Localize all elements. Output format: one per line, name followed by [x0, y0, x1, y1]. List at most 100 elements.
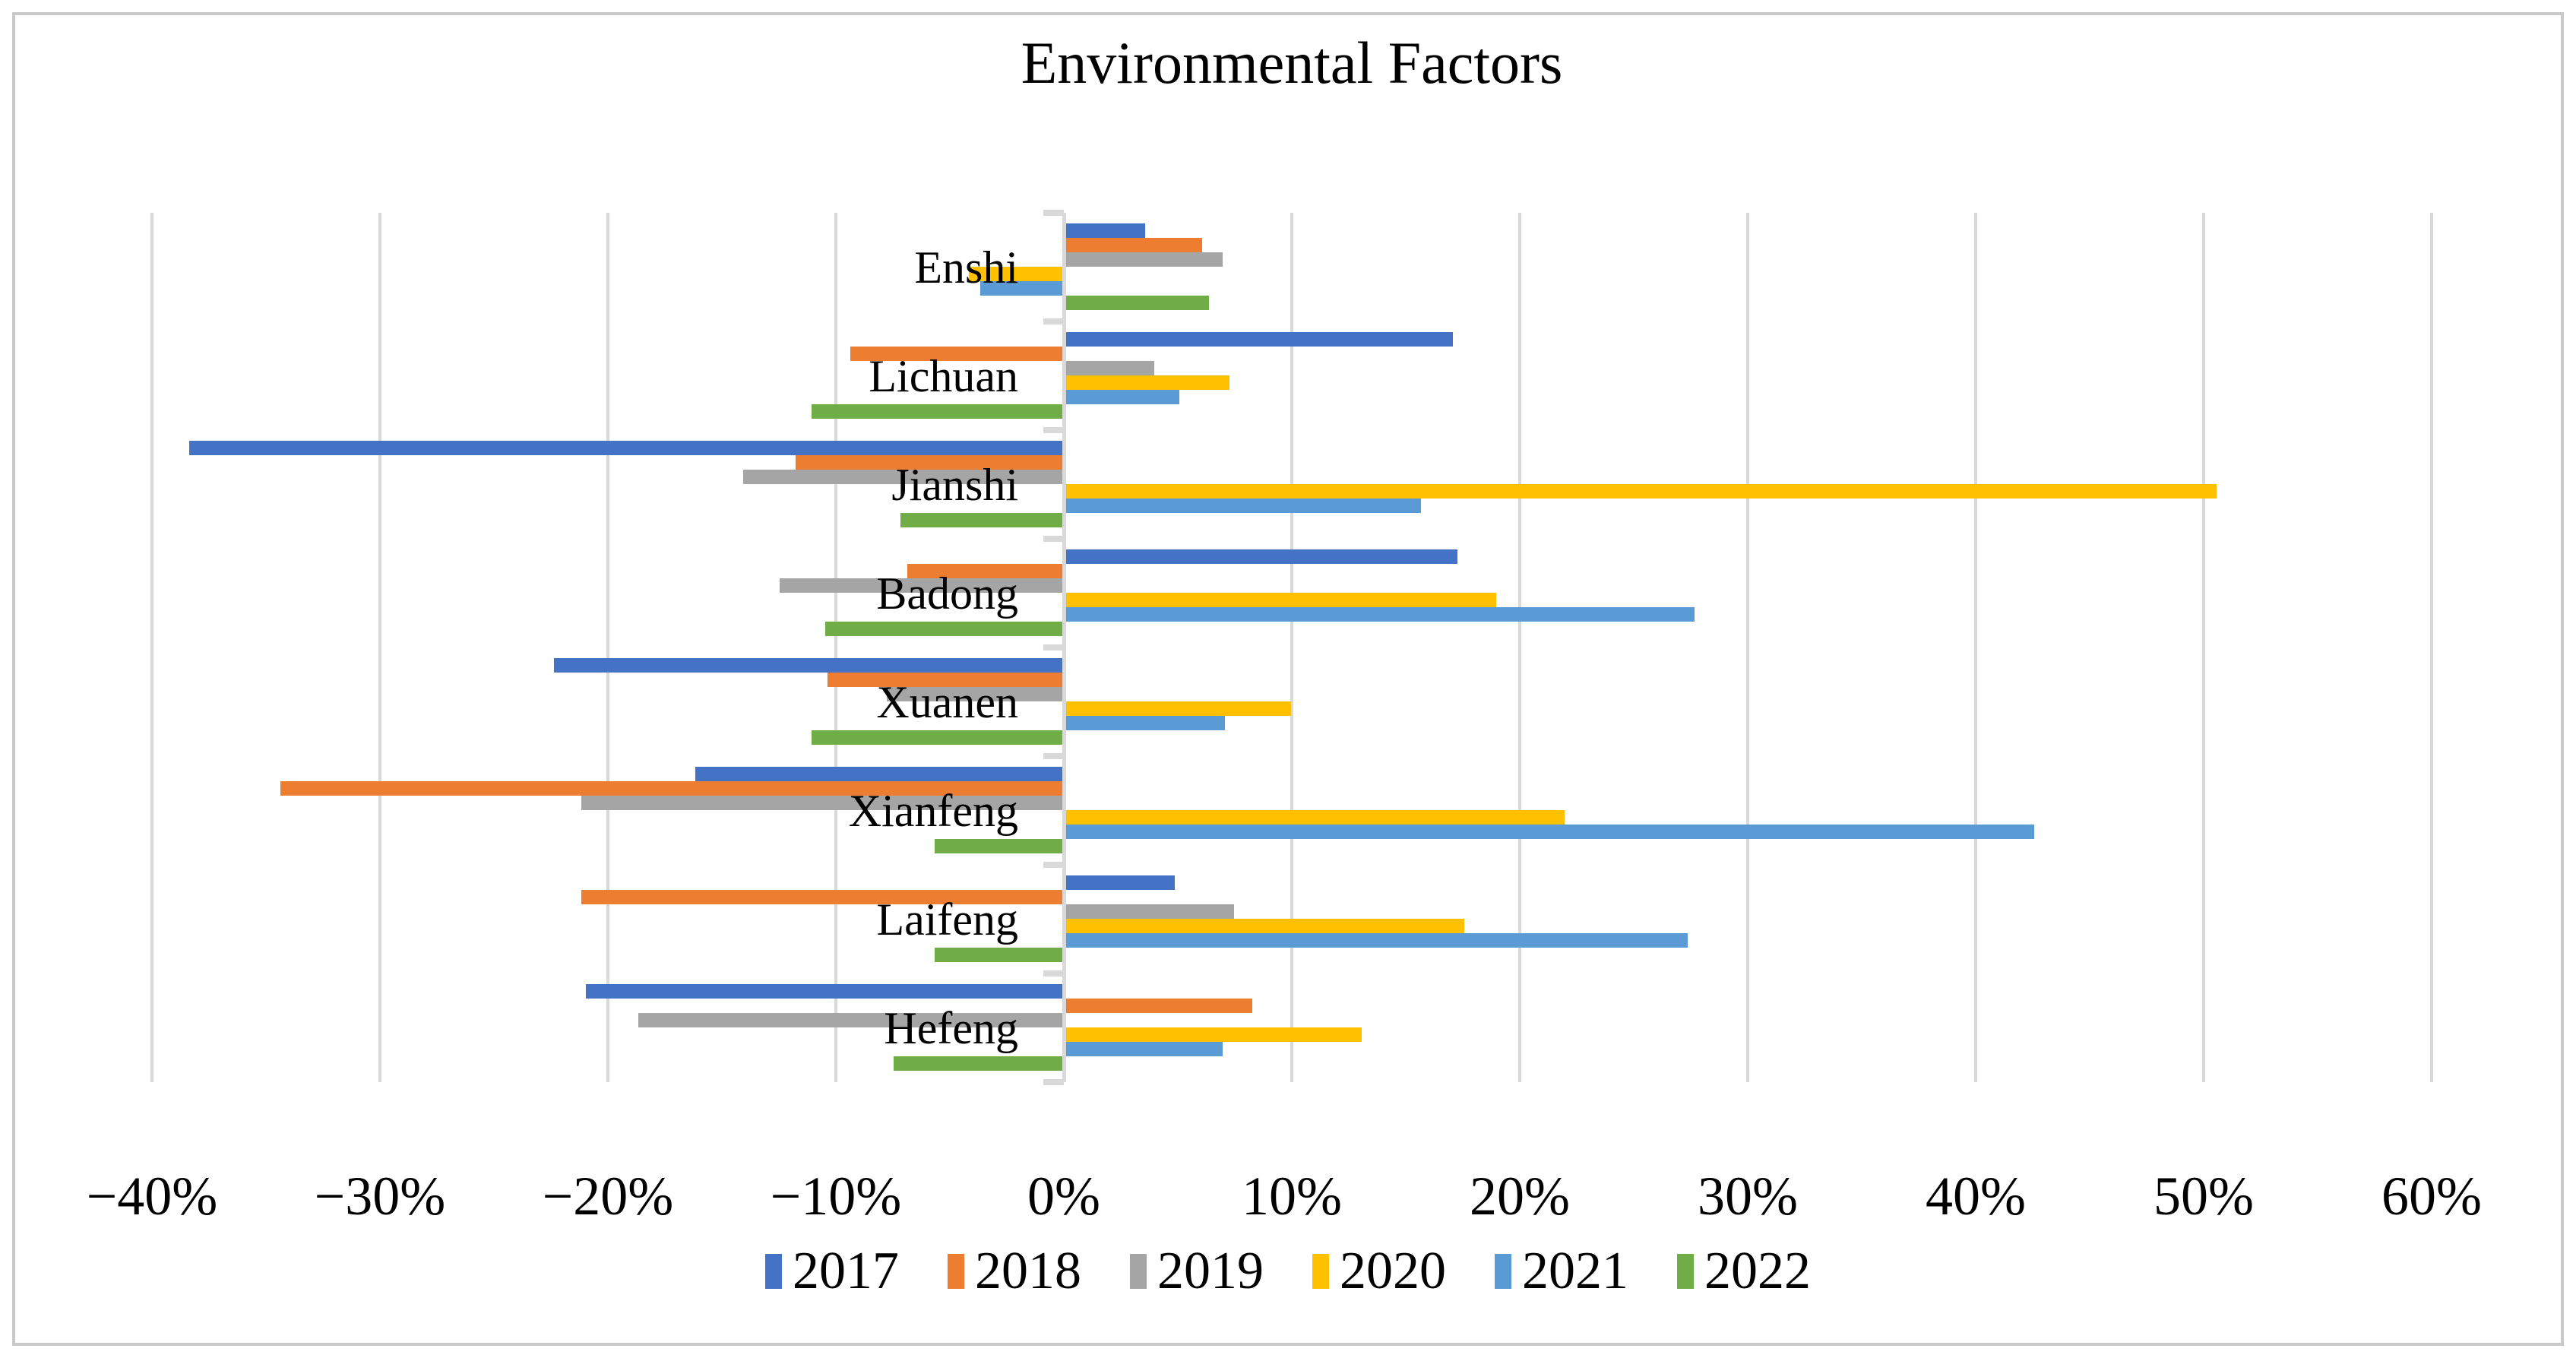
legend-swatch-icon — [1130, 1254, 1147, 1289]
legend-swatch-icon — [948, 1254, 964, 1289]
axis-tick — [1043, 1079, 1064, 1085]
x-axis-tick-label: 10% — [1242, 1166, 1342, 1227]
bar-badong-2021 — [1065, 607, 1695, 622]
category-label: Xianfeng — [848, 785, 1018, 836]
bar-laifeng-2018 — [581, 890, 1062, 904]
legend-item-2019: 2019 — [1130, 1245, 1264, 1298]
gridline — [1290, 213, 1293, 1082]
axis-tick — [1043, 318, 1064, 324]
x-axis-tick-label: 40% — [1926, 1166, 2026, 1227]
bar-lichuan-2017 — [1065, 332, 1453, 347]
category-label: Laifeng — [876, 894, 1018, 945]
category-label: Xuanen — [876, 676, 1018, 727]
bar-hefeng-2019 — [638, 1013, 1062, 1027]
bar-xianfeng-2022 — [935, 839, 1062, 853]
legend-item-2022: 2022 — [1677, 1245, 1811, 1298]
bar-jianshi-2017 — [189, 441, 1062, 455]
axis-tick — [1043, 862, 1064, 868]
gridline — [1518, 213, 1521, 1082]
axis-tick — [1043, 427, 1064, 433]
category-label: Badong — [876, 568, 1018, 619]
legend-swatch-icon — [1312, 1254, 1329, 1289]
bar-xianfeng-2020 — [1065, 810, 1565, 825]
legend-label: 2018 — [975, 1242, 1081, 1300]
bar-jianshi-2018 — [796, 455, 1062, 470]
gridline — [1746, 213, 1749, 1082]
bar-lichuan-2021 — [1065, 390, 1179, 404]
legend-swatch-icon — [1677, 1254, 1694, 1289]
bar-jianshi-2022 — [900, 513, 1062, 527]
bar-lichuan-2022 — [812, 404, 1062, 419]
x-axis-tick-label: 0% — [1027, 1166, 1100, 1227]
bar-lichuan-2020 — [1065, 375, 1229, 390]
legend-item-2021: 2021 — [1495, 1245, 1628, 1298]
bar-hefeng-2021 — [1065, 1042, 1223, 1056]
bar-jianshi-2019 — [743, 470, 1062, 484]
axis-tick — [1043, 536, 1064, 542]
legend-item-2017: 2017 — [765, 1245, 899, 1298]
bar-xuanen-2021 — [1065, 716, 1225, 730]
bar-xuanen-2018 — [828, 673, 1062, 687]
bar-hefeng-2022 — [894, 1056, 1062, 1071]
bar-badong-2019 — [780, 578, 1062, 593]
bar-xianfeng-2021 — [1065, 825, 2034, 839]
bar-hefeng-2018 — [1065, 999, 1252, 1013]
gridline — [834, 213, 837, 1082]
legend-swatch-icon — [765, 1254, 782, 1289]
bar-lichuan-2019 — [1065, 361, 1154, 375]
gridline — [378, 213, 381, 1082]
x-axis-tick-label: 30% — [1698, 1166, 1798, 1227]
bar-hefeng-2020 — [1065, 1027, 1362, 1042]
legend-label: 2020 — [1340, 1242, 1446, 1300]
bar-xianfeng-2019 — [581, 796, 1062, 810]
bar-badong-2020 — [1065, 593, 1496, 607]
value-axis-line — [1062, 213, 1066, 1082]
gridline — [606, 213, 609, 1082]
bar-jianshi-2020 — [1065, 484, 2217, 499]
x-axis-tick-label: −10% — [770, 1166, 902, 1227]
bar-enshi-2020 — [969, 267, 1062, 281]
legend-label: 2021 — [1522, 1242, 1628, 1300]
bar-badong-2022 — [825, 622, 1062, 636]
bar-enshi-2018 — [1065, 238, 1202, 252]
legend-label: 2022 — [1704, 1242, 1811, 1300]
bar-hefeng-2017 — [586, 984, 1062, 999]
legend-item-2018: 2018 — [948, 1245, 1081, 1298]
chart-frame — [12, 12, 2564, 1346]
gridline — [150, 213, 153, 1082]
bar-xuanen-2019 — [887, 687, 1062, 701]
bar-lichuan-2018 — [850, 347, 1062, 361]
gridline — [1974, 213, 1977, 1082]
category-label: Hefeng — [884, 1002, 1018, 1053]
bar-xianfeng-2017 — [695, 767, 1062, 781]
legend-swatch-icon — [1495, 1254, 1511, 1289]
chart-title: Environmental Factors — [1021, 30, 1563, 96]
axis-tick — [1043, 753, 1064, 759]
bar-laifeng-2022 — [935, 948, 1062, 962]
axis-tick — [1043, 644, 1064, 651]
x-axis-tick-label: 50% — [2154, 1166, 2254, 1227]
bar-laifeng-2019 — [1065, 904, 1234, 919]
bar-enshi-2022 — [1065, 296, 1209, 310]
bar-xuanen-2020 — [1065, 701, 1291, 716]
x-axis-tick-label: 20% — [1470, 1166, 1570, 1227]
category-label: Enshi — [914, 242, 1018, 293]
legend-label: 2019 — [1157, 1242, 1264, 1300]
gridline — [2430, 213, 2433, 1082]
x-axis-tick-label: −20% — [542, 1166, 674, 1227]
x-axis-tick-label: −30% — [314, 1166, 446, 1227]
category-label: Jianshi — [891, 459, 1018, 510]
axis-tick — [1043, 210, 1064, 216]
bar-xuanen-2017 — [554, 658, 1062, 673]
bar-xianfeng-2018 — [280, 781, 1062, 796]
x-axis-tick-label: 60% — [2381, 1166, 2482, 1227]
category-label: Lichuan — [869, 350, 1018, 401]
legend-item-2020: 2020 — [1312, 1245, 1446, 1298]
legend-label: 2017 — [793, 1242, 899, 1300]
bar-badong-2017 — [1065, 549, 1457, 564]
axis-tick — [1043, 970, 1064, 977]
bar-enshi-2019 — [1065, 252, 1223, 267]
bar-laifeng-2017 — [1065, 875, 1175, 890]
